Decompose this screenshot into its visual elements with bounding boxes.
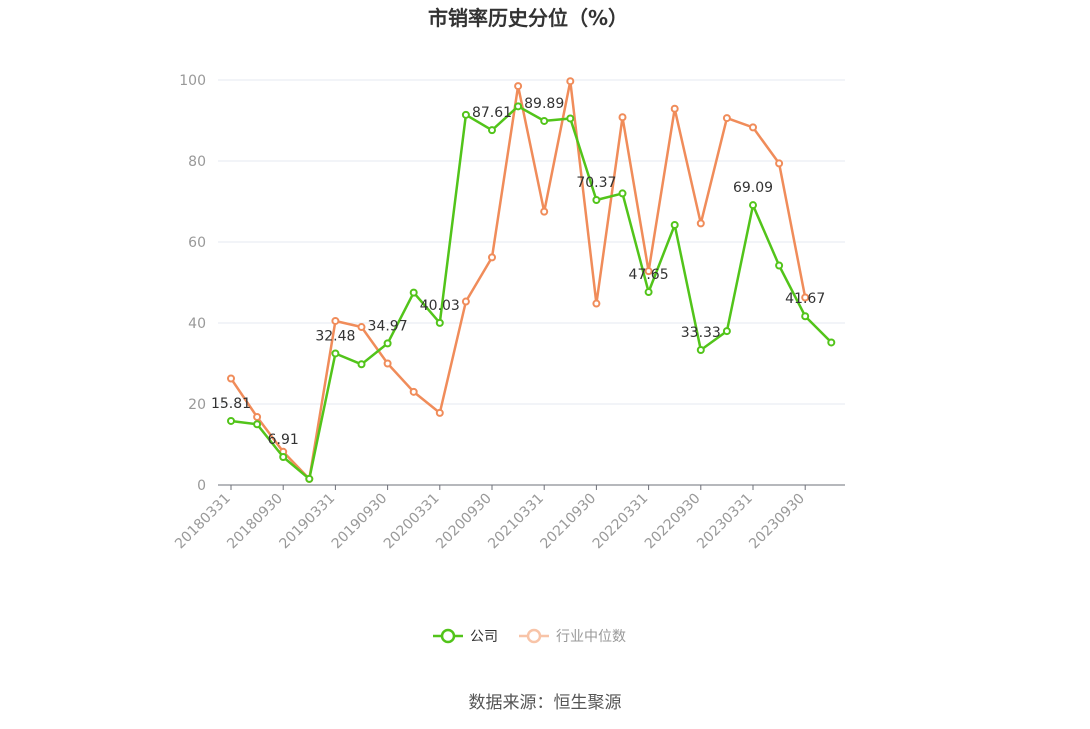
y-axis-ticks: 0 20 40 60 80 100 (179, 73, 206, 494)
data-point[interactable] (618, 189, 627, 198)
data-point[interactable] (409, 387, 418, 396)
series-lines (227, 77, 836, 483)
data-label: 69.09 (733, 180, 773, 196)
data-point[interactable] (722, 327, 731, 336)
series-line (229, 79, 807, 481)
x-axis: 2018033120180930201903312019093020200331… (172, 484, 845, 553)
x-tick-label: 20220331 (590, 491, 652, 553)
data-label: 15.81 (211, 396, 251, 412)
data-point[interactable] (514, 102, 523, 111)
data-point[interactable] (644, 267, 653, 276)
x-tick-label: 20210331 (485, 491, 547, 553)
data-label: 87.61 (472, 105, 512, 121)
data-point[interactable] (749, 201, 757, 210)
data-point[interactable] (540, 116, 549, 125)
y-tick-label: 80 (188, 154, 206, 170)
data-point[interactable] (696, 219, 705, 228)
y-tick-label: 0 (197, 478, 206, 494)
data-point[interactable] (670, 104, 679, 113)
chart-title: 市销率历史分位（%） (428, 6, 628, 30)
data-point[interactable] (514, 82, 523, 91)
legend-circle-marker (526, 628, 542, 644)
data-point[interactable] (357, 360, 366, 369)
data-label: 70.37 (576, 175, 616, 191)
data-label: 40.03 (420, 298, 460, 314)
source-note: 数据来源：恒生聚源 (469, 693, 622, 713)
data-point[interactable] (566, 77, 575, 86)
data-point[interactable] (618, 113, 627, 122)
data-label: 32.48 (315, 328, 355, 344)
data-point[interactable] (488, 126, 496, 135)
data-point[interactable] (775, 261, 784, 270)
data-point[interactable] (488, 253, 496, 262)
x-tick-label: 20200331 (381, 491, 443, 553)
data-point[interactable] (435, 408, 444, 417)
data-point[interactable] (357, 323, 366, 332)
data-point[interactable] (566, 114, 575, 123)
y-tick-label: 40 (188, 316, 206, 332)
x-tick-label: 20220930 (642, 491, 704, 553)
data-point[interactable] (540, 207, 549, 216)
data-point[interactable] (696, 346, 705, 355)
data-point[interactable] (383, 339, 392, 348)
data-point[interactable] (227, 374, 235, 383)
data-point[interactable] (592, 196, 601, 205)
data-point[interactable] (227, 416, 235, 425)
data-label: 33.33 (681, 325, 721, 341)
data-point[interactable] (279, 453, 288, 462)
data-label: 89.89 (524, 96, 564, 112)
data-point[interactable] (461, 110, 470, 119)
data-point[interactable] (461, 297, 470, 306)
y-tick-label: 20 (188, 397, 206, 413)
legend-circle-marker (440, 628, 456, 644)
x-tick-label: 20230930 (746, 491, 808, 553)
data-point[interactable] (305, 474, 314, 483)
data-label: 47.65 (629, 267, 669, 283)
data-point[interactable] (670, 220, 679, 229)
legend-item-industry-median[interactable]: 行业中位数 (519, 628, 626, 645)
data-labels: 15.81 6.91 32.48 34.97 40.03 87.61 89.89 70.37 4… (211, 96, 825, 448)
data-point[interactable] (383, 359, 392, 368)
data-point[interactable] (435, 318, 444, 327)
x-tick-label: 20200930 (433, 491, 495, 553)
data-point[interactable] (592, 299, 601, 308)
legend-item-company[interactable]: 公司 (433, 628, 498, 645)
data-point[interactable] (331, 316, 340, 325)
x-tick-label: 20210930 (538, 491, 600, 553)
x-tick-label: 20190930 (329, 491, 391, 553)
data-point[interactable] (644, 288, 653, 297)
x-tick-label: 20180930 (224, 491, 286, 553)
data-point[interactable] (253, 412, 262, 421)
series-industry-median (227, 77, 810, 483)
data-point[interactable] (801, 293, 810, 302)
data-point[interactable] (331, 349, 340, 358)
data-point[interactable] (749, 123, 757, 132)
data-point[interactable] (409, 288, 418, 297)
x-tick-label: 20230331 (694, 491, 756, 553)
data-label: 41.67 (785, 291, 825, 307)
x-tick-label: 20190331 (277, 491, 339, 553)
legend-label: 行业中位数 (556, 629, 626, 645)
data-point[interactable] (827, 338, 836, 347)
data-point[interactable] (801, 312, 810, 321)
data-point[interactable] (722, 114, 731, 123)
data-label: 34.97 (368, 318, 408, 334)
data-point[interactable] (253, 420, 262, 429)
data-label: 6.91 (268, 432, 299, 448)
x-tick-label: 20180331 (172, 491, 234, 553)
y-tick-label: 100 (179, 73, 206, 89)
grid-lines (218, 79, 845, 405)
y-tick-label: 60 (188, 235, 206, 251)
legend-label: 公司 (470, 629, 498, 645)
series-company (227, 102, 836, 483)
data-point[interactable] (775, 159, 784, 168)
legend[interactable]: 公司 行业中位数 (433, 628, 626, 645)
series-line (230, 105, 833, 481)
